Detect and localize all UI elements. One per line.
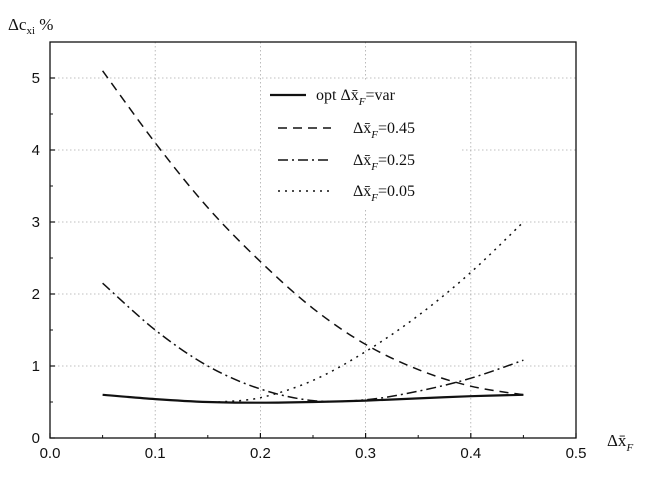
series-line-dashed <box>101 70 524 396</box>
series-line-dotted <box>218 221 524 403</box>
x-tick-label: 0.4 <box>460 445 481 462</box>
legend-label: Δx̄F=0.25 <box>353 152 415 173</box>
x-axis-label: Δx̄F <box>607 431 633 454</box>
x-tick-label: 0.3 <box>355 445 376 462</box>
x-tick-label: 0.0 <box>40 445 61 462</box>
series-line-solid <box>102 393 524 404</box>
x-tick-label: 0.5 <box>566 445 587 462</box>
y-axis-label: Δcxi % <box>8 15 53 37</box>
legend-label: Δx̄F=0.45 <box>353 120 415 141</box>
series-lines <box>101 70 524 404</box>
legend-box <box>262 80 462 210</box>
ticks: 0.0 0.1 0.2 0.3 0.4 0.5 0 1 2 3 4 5 <box>32 41 587 462</box>
y-tick-label: 1 <box>32 358 40 375</box>
y-tick-label: 4 <box>32 142 40 159</box>
legend-label: opt Δx̄F=var <box>316 87 396 108</box>
y-tick-label: 2 <box>32 286 40 303</box>
legend: opt Δx̄F=var Δx̄F=0.45 Δx̄F=0.25 Δx̄F=0.05 <box>262 80 462 210</box>
legend-label: Δx̄F=0.05 <box>353 183 415 204</box>
x-tick-label: 0.1 <box>145 445 166 462</box>
y-tick-label: 3 <box>32 214 40 231</box>
series-line-dashdot <box>102 282 524 403</box>
y-tick-label: 5 <box>32 70 40 87</box>
y-tick-label: 0 <box>32 430 40 447</box>
x-tick-label: 0.2 <box>250 445 271 462</box>
